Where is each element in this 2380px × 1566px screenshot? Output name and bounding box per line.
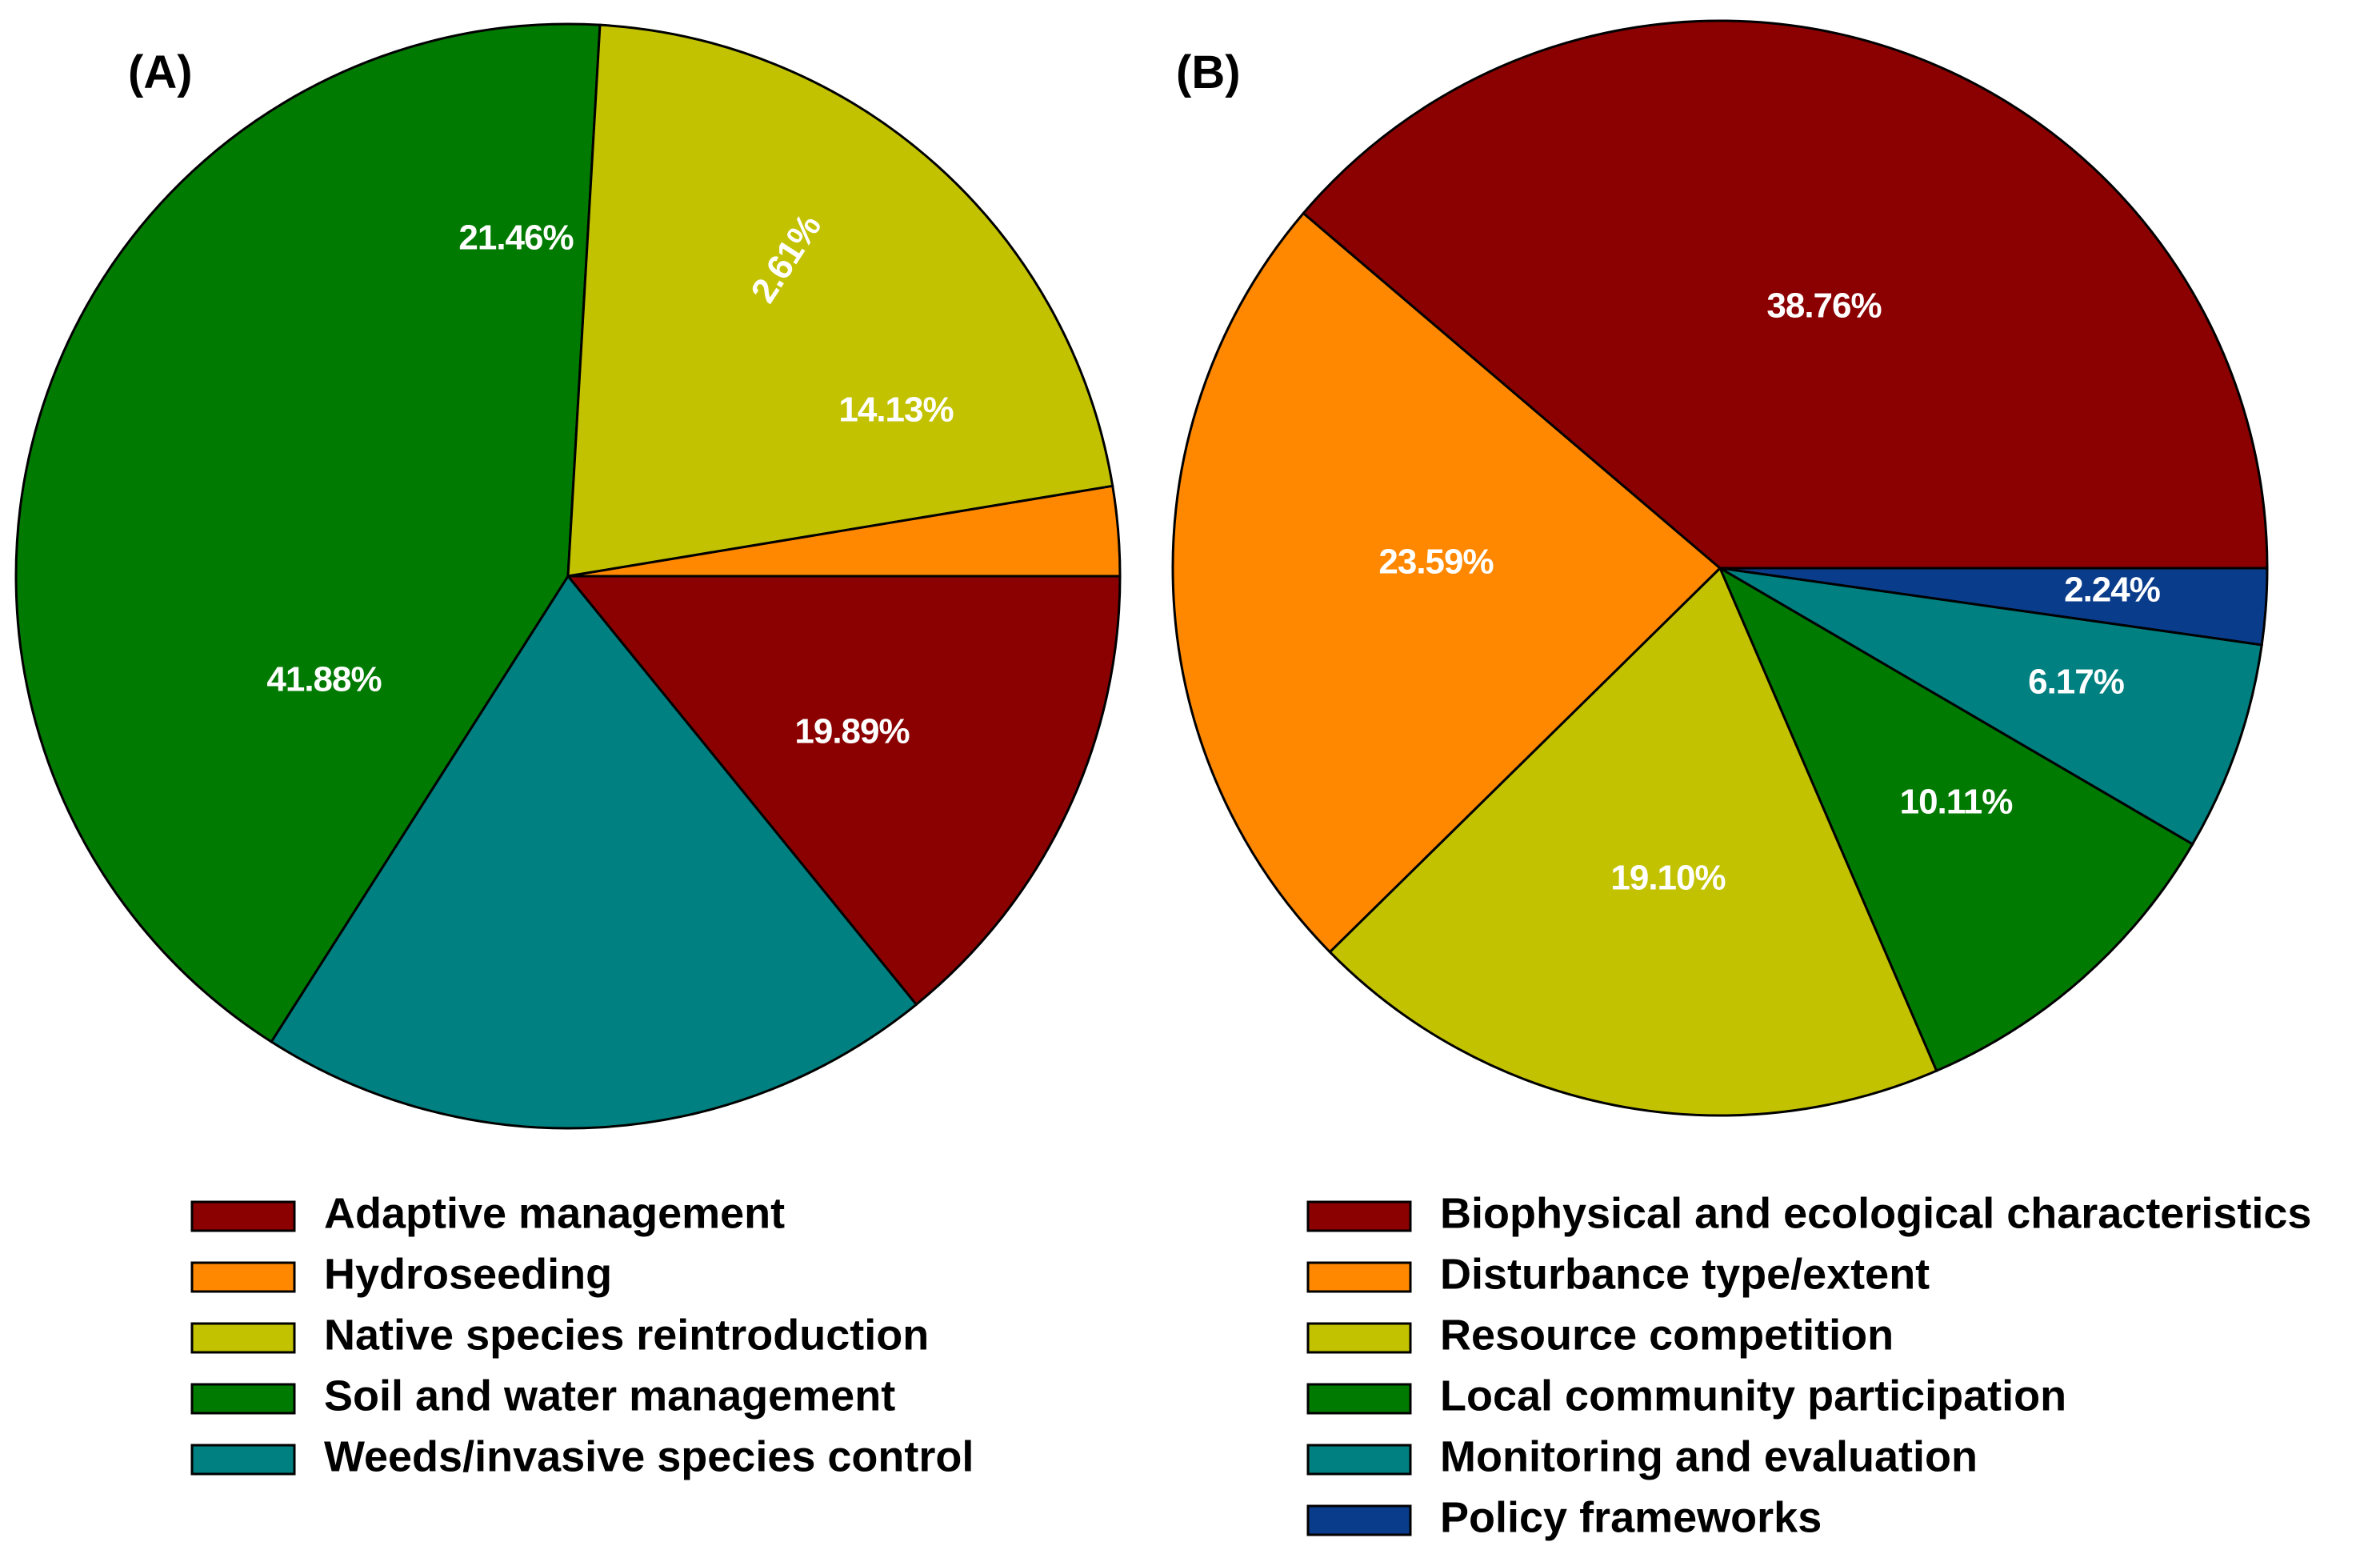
legend-item-resource-competition: Resource competition: [1306, 1311, 1894, 1359]
legend-item-biophysical-and-ecological-characteristics: Biophysical and ecological characteristi…: [1306, 1189, 2311, 1237]
slice-biophysical-and-ecological-characteristics: [1302, 19, 2269, 570]
legend-swatch: [1306, 1200, 1412, 1232]
slice-adaptive-management: [565, 575, 1122, 1007]
slice-monitoring-and-evaluation: [1719, 567, 2263, 846]
legend-swatch: [190, 1444, 296, 1476]
legend-swatch: [1306, 1383, 1412, 1415]
legend-item-soil-and-water-management: Soil and water management: [190, 1372, 895, 1420]
slice-soil-and-water-management: [14, 22, 602, 1043]
legend-label: Adaptive management: [324, 1189, 785, 1237]
slice-label-policy-frameworks: 2.24%: [2064, 571, 2160, 610]
panel-label: (A): [128, 46, 193, 98]
legend-label: Disturbance type/extent: [1440, 1250, 1930, 1298]
slice-disturbance-type-extent: [1171, 211, 1722, 954]
slice-label-weeds-invasive-species-control: 19.89%: [794, 712, 909, 751]
legend-item-hydroseeding: Hydroseeding: [190, 1250, 612, 1298]
legend-label: Monitoring and evaluation: [1440, 1432, 1978, 1480]
legend-a: Adaptive management Hydroseeding Native sp…: [190, 1189, 974, 1480]
pie-chart-a: 14.13%19.89%41.88%21.46% 2.61%(A): [14, 22, 1122, 1130]
legend-label: Hydroseeding: [324, 1250, 612, 1298]
legend-label: Local community participation: [1440, 1372, 2066, 1420]
legend-swatch: [1306, 1504, 1412, 1536]
legend-item-monitoring-and-evaluation: Monitoring and evaluation: [1306, 1432, 1978, 1480]
legend-label: Weeds/invasive species control: [324, 1432, 974, 1480]
slice-label-resource-competition: 19.10%: [1610, 859, 1725, 898]
legend-item-weeds-invasive-species-control: Weeds/invasive species control: [190, 1432, 974, 1480]
slice-local-community-participation: [1717, 565, 2194, 1073]
slice-label-monitoring-and-evaluation: 6.17%: [2028, 663, 2124, 702]
legend-swatch: [1306, 1322, 1412, 1354]
slice-label-local-community-participation: 10.11%: [1900, 783, 2013, 822]
legend-item-policy-frameworks: Policy frameworks: [1306, 1493, 1822, 1541]
legend-swatch: [190, 1383, 296, 1415]
slice-label-native-species-reintroduction: 21.46%: [458, 218, 573, 258]
slice-label-adaptive-management: 14.13%: [838, 390, 953, 430]
legend-item-local-community-participation: Local community participation: [1306, 1372, 2066, 1420]
legend-b: Biophysical and ecological characteristi…: [1306, 1189, 2311, 1541]
slice-hydroseeding: [567, 484, 1122, 578]
legend-swatch: [190, 1322, 296, 1354]
slice-native-species-reintroduction: [566, 23, 1114, 578]
legend-item-disturbance-type-extent: Disturbance type/extent: [1306, 1250, 1930, 1298]
legend-label: Soil and water management: [324, 1372, 895, 1420]
slice-label-biophysical-and-ecological-characteristics: 38.76%: [1766, 286, 1881, 326]
legend-label: Native species reintroduction: [324, 1311, 929, 1359]
legend-label: Policy frameworks: [1440, 1493, 1822, 1541]
legend-item-native-species-reintroduction: Native species reintroduction: [190, 1311, 929, 1359]
slice-label-disturbance-type-extent: 23.59%: [1378, 543, 1493, 582]
legend-swatch: [1306, 1261, 1412, 1293]
pie-chart-b: 2.24% 6.17% 10.11% 19.10% 23.59% 38.76% (B): [1171, 19, 2269, 1117]
legend-label: Resource competition: [1440, 1311, 1894, 1359]
legend-swatch: [190, 1261, 296, 1293]
legend-swatch: [190, 1200, 296, 1232]
slice-weeds-invasive-species-control: [270, 574, 918, 1130]
legend-item-adaptive-management: Adaptive management: [190, 1189, 785, 1237]
legend-label: Biophysical and ecological characteristi…: [1440, 1189, 2311, 1237]
slice-resource-competition: [1328, 566, 1938, 1117]
legend-swatch: [1306, 1444, 1412, 1476]
slice-label-soil-and-water-management: 41.88%: [266, 660, 381, 699]
panel-label: (B): [1176, 46, 1241, 98]
